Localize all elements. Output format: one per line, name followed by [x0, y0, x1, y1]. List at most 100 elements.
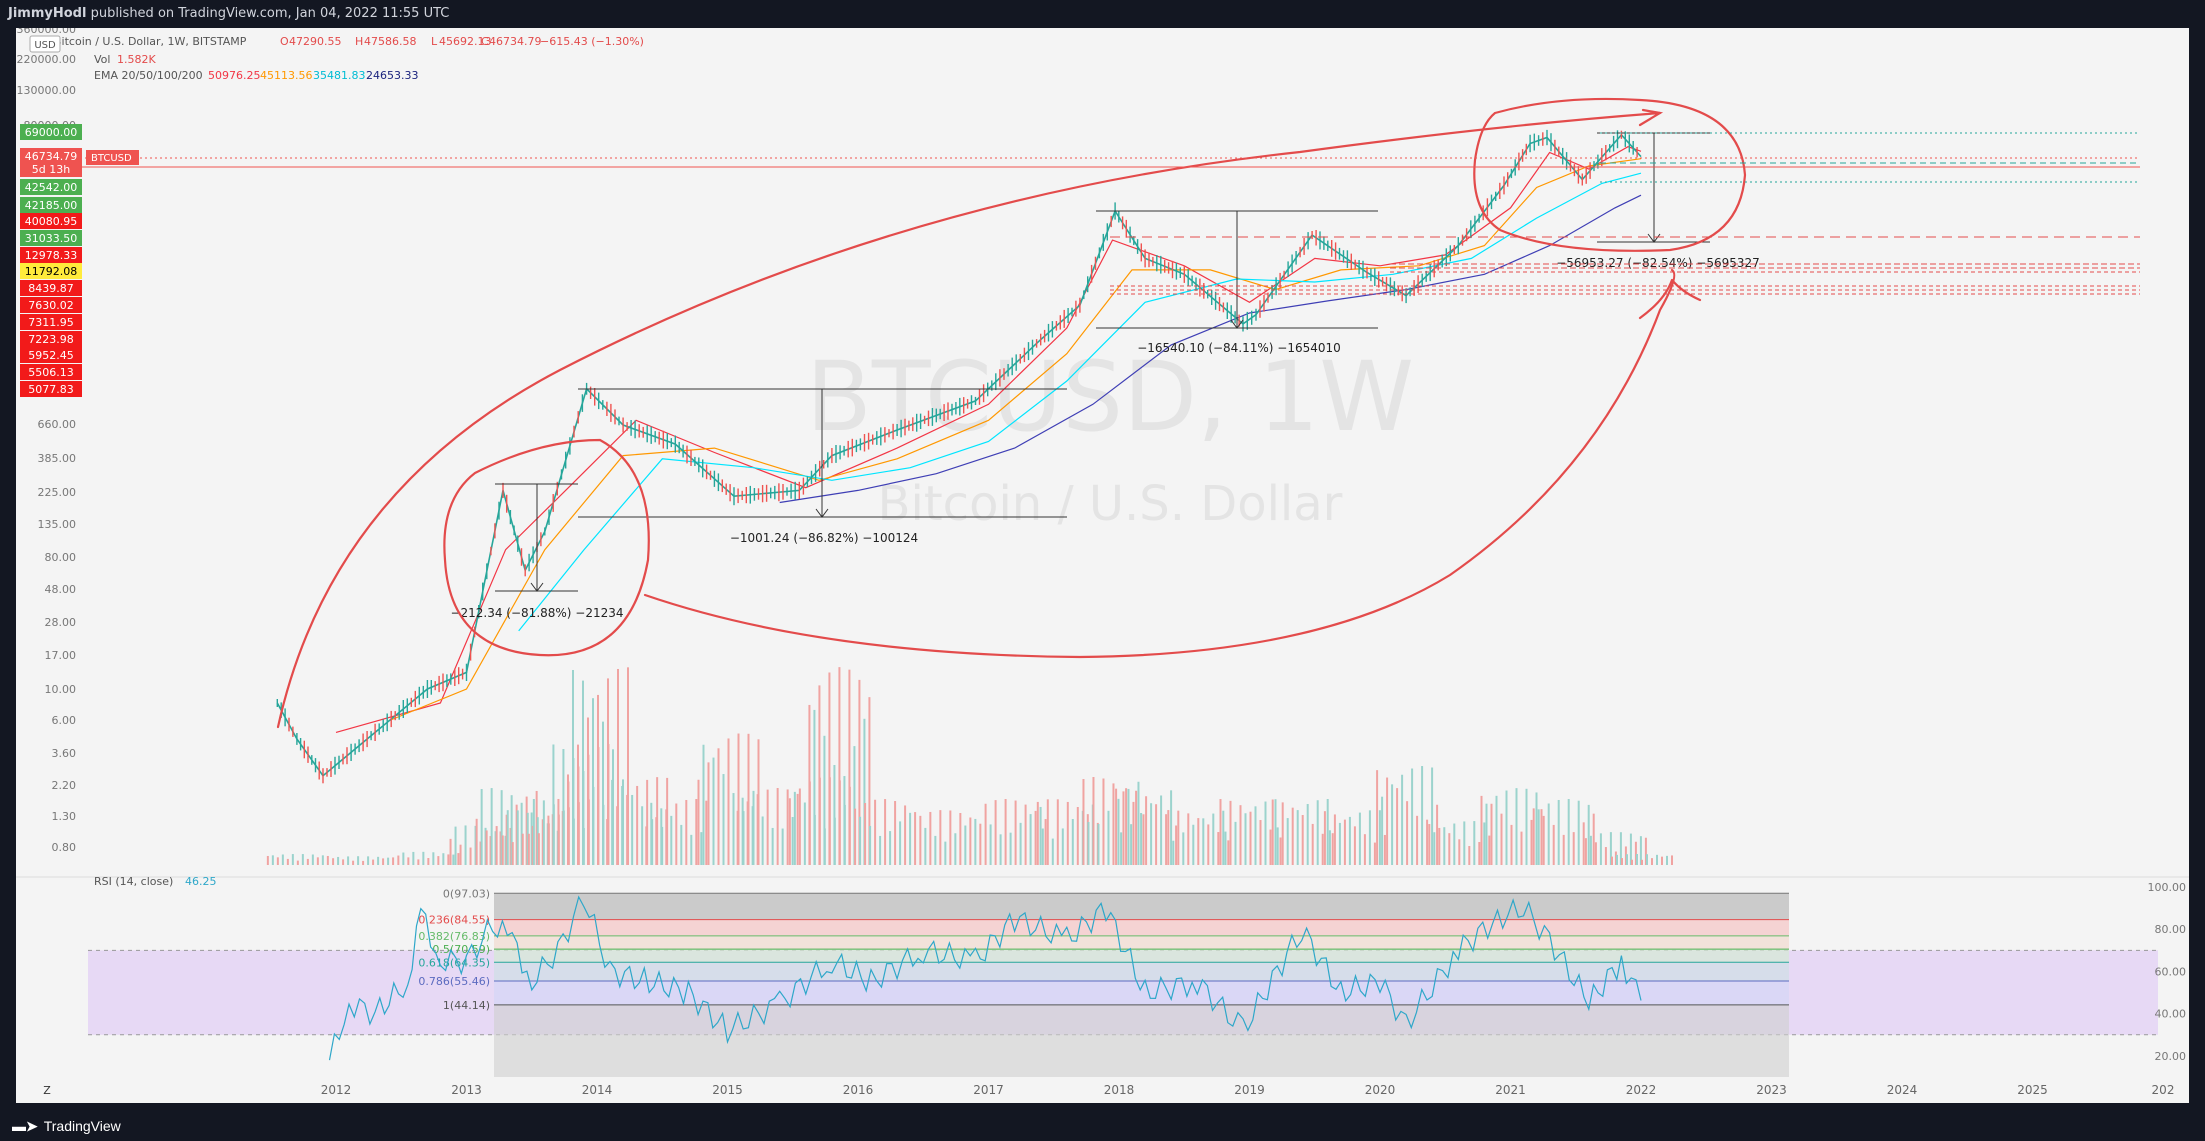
- currency-box[interactable]: [29, 35, 61, 53]
- volume-bar: [1076, 807, 1079, 865]
- volume-bar: [484, 827, 487, 865]
- hand-drawing-annotations[interactable]: [276, 97, 1747, 729]
- legend-vol-value: 1.582K: [117, 53, 156, 66]
- volume-bar: [1140, 812, 1143, 865]
- volume-bar: [1202, 818, 1205, 865]
- price-label-bg: [20, 297, 82, 313]
- volume-bar: [1562, 834, 1565, 865]
- volume-bar: [1004, 799, 1007, 865]
- volume-bar: [1391, 784, 1394, 865]
- tradingview-logo-icon[interactable]: ▬➤: [12, 1118, 38, 1134]
- volume-bar: [582, 680, 584, 865]
- volume-bar: [316, 857, 319, 865]
- volume-bar: [1584, 838, 1587, 865]
- volume-bar: [1448, 833, 1451, 865]
- volume-bar: [531, 825, 534, 865]
- volume-bar: [1463, 821, 1466, 865]
- volume-bar: [1311, 823, 1314, 865]
- volume-bar: [352, 860, 355, 865]
- volume-bar: [1281, 802, 1284, 865]
- publish-header: JimmyHodl published on TradingView.com, …: [0, 0, 2205, 28]
- volume-bar: [999, 834, 1002, 865]
- volume-bar: [541, 819, 544, 865]
- price-label: 5506.13: [28, 366, 74, 379]
- volume-bar: [756, 794, 759, 865]
- volume-bar: [1014, 800, 1017, 865]
- volume-bar: [1589, 835, 1592, 865]
- volume-bar: [372, 859, 375, 865]
- watermark-name: Bitcoin / U.S. Dollar: [878, 476, 1343, 532]
- volume-bar: [1436, 804, 1439, 865]
- time-tick-label: 2019: [1234, 1083, 1265, 1097]
- volume-bar: [1135, 790, 1138, 865]
- volume-bar: [407, 857, 410, 865]
- z-button[interactable]: [38, 1081, 56, 1099]
- rsi-tick-label: 60.00: [2155, 965, 2187, 978]
- rsi-value: 46.25: [185, 875, 217, 888]
- price-label: 7630.02: [28, 299, 74, 312]
- volume-bar: [1661, 856, 1663, 865]
- volume-bar: [1505, 790, 1508, 865]
- volume-bar: [422, 851, 425, 865]
- volume-bar: [525, 796, 528, 865]
- volume-bar: [1234, 821, 1237, 865]
- volume-bar: [1396, 788, 1399, 865]
- volume-bar: [969, 817, 972, 865]
- volume-bar: [437, 856, 440, 865]
- ema-100-line: [518, 172, 1642, 632]
- volume-bar: [1651, 858, 1653, 865]
- volume-bar: [475, 818, 478, 865]
- volume-bar: [1019, 822, 1022, 865]
- price-tick-label: 6.00: [52, 714, 77, 727]
- volume-bar: [1142, 814, 1145, 865]
- volume-bar: [746, 801, 749, 865]
- volume-bar: [1187, 813, 1190, 865]
- volume-bar: [1326, 799, 1329, 865]
- rsi-scale[interactable]: 100.00 80.00 60.00 40.00 20.00: [2148, 881, 2187, 1063]
- volume-bar: [964, 825, 967, 865]
- volume-bar: [1490, 803, 1493, 865]
- support-lines: [1110, 236, 2140, 295]
- author-name[interactable]: JimmyHodl: [8, 6, 87, 21]
- volume-bar: [697, 779, 700, 865]
- drawdown-measure-2018[interactable]: [1096, 210, 1378, 329]
- time-tick-label: 2012: [321, 1083, 352, 1097]
- volume-bar: [1244, 813, 1247, 865]
- symbol-tag-bg: [86, 150, 139, 165]
- volume-bar: [1301, 815, 1304, 865]
- volume-bar: [611, 779, 614, 865]
- price-tick-label: 0.80: [52, 841, 77, 854]
- volume-bar: [504, 835, 507, 865]
- volume-bar: [494, 831, 497, 865]
- price-scale[interactable]: 360000.00220000.00130000.0080000.00660.0…: [17, 23, 77, 854]
- time-tick-label: 2014: [582, 1083, 613, 1097]
- price-label-bg: [20, 124, 82, 140]
- volume-bar: [572, 669, 574, 865]
- resistance-lines: [80, 132, 2140, 183]
- volume-bar: [1639, 836, 1642, 865]
- fib-zone: [494, 919, 1789, 936]
- volume-bar: [736, 810, 739, 865]
- volume-bar: [1433, 832, 1436, 865]
- volume-bar: [1046, 799, 1049, 865]
- fib-zone: [494, 893, 1789, 920]
- drawdown-measure-2014[interactable]: [578, 388, 1067, 518]
- volume-bar: [1631, 859, 1633, 865]
- price-label-bg: [20, 197, 82, 213]
- time-axis[interactable]: 2012 2013 2014 2015 2016 2017 2018 2019 2020 2021…: [321, 1083, 2175, 1097]
- brand-name[interactable]: TradingView: [43, 1118, 121, 1134]
- volume-bar: [650, 802, 653, 865]
- drawdown-measure-2013[interactable]: [495, 483, 578, 592]
- volume-bar: [442, 853, 445, 865]
- volume-bar: [690, 834, 693, 865]
- price-label: 31033.50: [25, 232, 78, 245]
- fib-zone: [494, 935, 1789, 950]
- price-label: 8439.87: [28, 282, 74, 295]
- volume-bar: [705, 800, 708, 865]
- volume-bar: [1338, 822, 1341, 865]
- volume-bar: [909, 812, 912, 865]
- price-label: 5d 13h: [32, 163, 70, 176]
- volume-bar: [617, 668, 619, 865]
- volume-bar: [737, 733, 740, 865]
